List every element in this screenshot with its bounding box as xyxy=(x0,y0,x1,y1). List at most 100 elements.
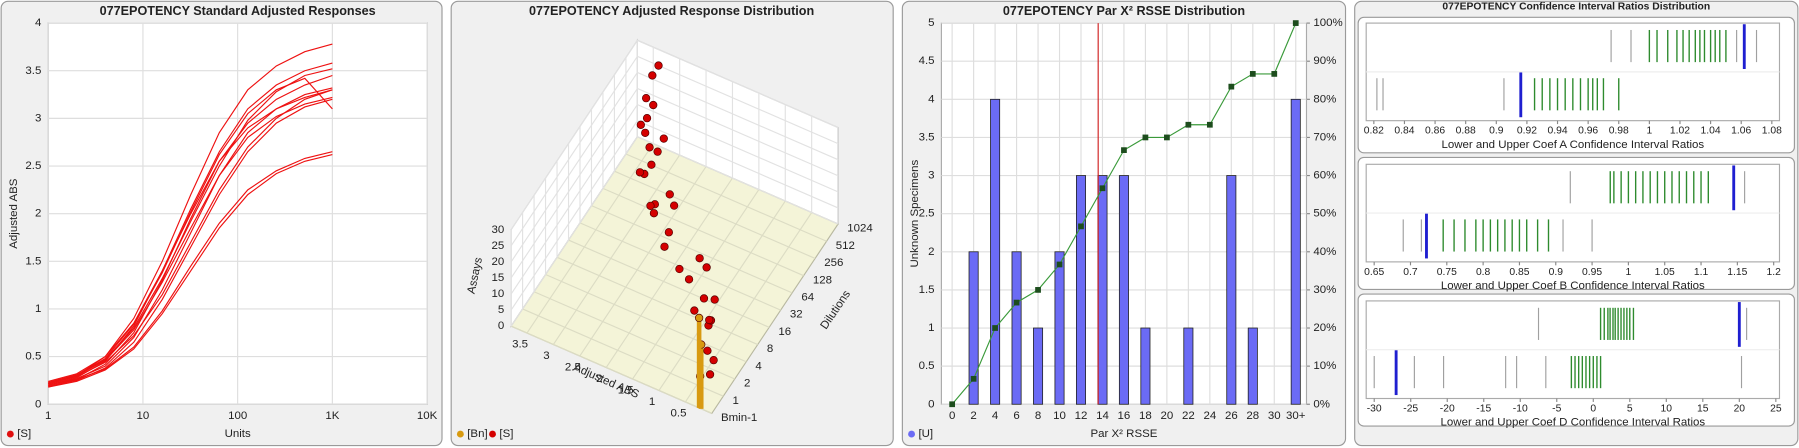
y-tick-label: 2.5 xyxy=(919,208,935,220)
x-tick-label: 0.65 xyxy=(1364,267,1384,278)
cumulative-marker xyxy=(1185,121,1192,128)
z-tick-label: 0 xyxy=(498,320,504,332)
point xyxy=(710,295,719,304)
x-tick-label: 1.5 xyxy=(618,384,634,396)
point xyxy=(636,120,645,129)
y-tick-label: 1.5 xyxy=(919,284,935,296)
y-tick-label: 4 xyxy=(928,93,935,105)
bar xyxy=(1226,175,1237,405)
y-tick-label: 0.5 xyxy=(25,351,41,363)
x-axis-label: Lower and Upper Coef A Confidence Interv… xyxy=(1441,139,1704,151)
bar xyxy=(1075,175,1086,405)
x-tick-label: 4 xyxy=(992,410,999,422)
x-tick-label: 1.1 xyxy=(1694,267,1709,278)
bar xyxy=(1054,251,1065,405)
y-tick-label: 5 xyxy=(928,17,934,29)
point xyxy=(641,94,651,103)
x-tick-label: 3 xyxy=(543,350,549,362)
bar xyxy=(1118,175,1129,405)
x-tick-label: 5 xyxy=(1627,404,1633,415)
x-tick-label: 0.9 xyxy=(1549,267,1564,278)
y-axis-label: Unknown Specimens xyxy=(909,160,921,268)
x-tick-label: 2 xyxy=(970,410,976,422)
grid-line xyxy=(658,200,786,391)
x-tick-label: 20 xyxy=(1161,410,1174,422)
z-tick-label: 25 xyxy=(491,240,504,252)
y-tick-label: 1024 xyxy=(847,223,873,235)
x-tick-label: 1.15 xyxy=(1727,267,1747,278)
point xyxy=(649,100,658,110)
cumulative-marker xyxy=(970,375,977,382)
x-tick-label: 12 xyxy=(1075,410,1088,422)
grid-line xyxy=(522,308,724,397)
grid-line xyxy=(568,239,770,328)
grid-line xyxy=(526,143,654,334)
series-line xyxy=(48,77,333,384)
y-tick-label: 8 xyxy=(767,343,773,355)
x-tick-label: 0.9 xyxy=(1489,126,1504,137)
y-tick-label: 2 xyxy=(35,208,41,220)
x-tick-label: 3.5 xyxy=(512,339,528,351)
x-tick-label: 18 xyxy=(1139,410,1152,422)
x-tick-label: 28 xyxy=(1246,410,1259,422)
point xyxy=(694,313,704,323)
x-tick-label: 0.82 xyxy=(1364,126,1384,137)
y-tick-label: 32 xyxy=(790,309,803,321)
bar xyxy=(1097,175,1108,405)
x-tick-label: 0.92 xyxy=(1517,126,1537,137)
point xyxy=(659,134,668,143)
z-tick-label: 15 xyxy=(491,272,504,284)
grid-line xyxy=(632,189,760,380)
chart-title: 077EPOTENCY Confidence Interval Ratios D… xyxy=(1442,2,1710,13)
x-tick-label: 1.06 xyxy=(1731,126,1751,137)
x-tick-label: 0.95 xyxy=(1582,267,1602,278)
z-tick-label: 5 xyxy=(498,304,504,316)
series-line xyxy=(48,89,333,385)
x-tick-label: 1.08 xyxy=(1762,126,1782,137)
y-tick-label: 0 xyxy=(928,398,934,410)
point xyxy=(635,168,645,177)
bar xyxy=(968,251,979,405)
legend-label: [U] xyxy=(918,428,933,440)
y-tick-label: 3.5 xyxy=(919,131,935,143)
grid-line xyxy=(510,103,839,295)
y2-tick-label: 0% xyxy=(1313,398,1330,410)
x-tick-label: 15 xyxy=(1697,404,1709,415)
x-tick-label: 100 xyxy=(228,410,247,422)
x-tick-label: 26 xyxy=(1225,410,1238,422)
legend-marker xyxy=(456,430,464,438)
x-axis-label: Units xyxy=(225,428,251,440)
point xyxy=(705,315,714,325)
grid-line xyxy=(556,256,758,346)
y2-tick-label: 100% xyxy=(1313,17,1342,29)
point xyxy=(660,242,669,251)
grid-line xyxy=(510,119,839,311)
x-tick-label: 0.75 xyxy=(1437,267,1457,278)
x-tick-label: 30+ xyxy=(1286,410,1306,422)
bar xyxy=(990,98,1001,405)
z-tick-label: 10 xyxy=(491,288,504,300)
chart-title: 077EPOTENCY Adjusted Response Distributi… xyxy=(529,4,814,18)
point xyxy=(641,128,650,137)
grid-line xyxy=(510,325,713,414)
x-tick-label: 1K xyxy=(325,410,339,422)
grid-line xyxy=(552,154,681,345)
y-tick-label: 1 xyxy=(732,395,738,407)
point xyxy=(649,209,659,218)
point xyxy=(670,201,679,210)
cumulative-marker xyxy=(1206,121,1213,128)
x-tick-label: 1.04 xyxy=(1701,126,1721,137)
x-tick-label: 0.84 xyxy=(1394,126,1414,137)
cumulative-marker xyxy=(1078,223,1084,230)
y-tick-label: 64 xyxy=(801,292,814,304)
z-tick-label: 20 xyxy=(491,256,504,268)
x-tick-label: 10K xyxy=(417,410,438,422)
cumulative-marker xyxy=(992,325,998,331)
x-axis-label: Lower and Upper Coef D Confidence Interv… xyxy=(1441,417,1706,429)
x-tick-label: 2 xyxy=(596,373,602,385)
grid-line xyxy=(510,71,839,263)
x-tick-label: 0.7 xyxy=(1403,267,1418,278)
chart-title: 077EPOTENCY Standard Adjusted Responses xyxy=(100,4,376,18)
point xyxy=(646,201,655,210)
x-tick-label: 10 xyxy=(137,410,150,422)
